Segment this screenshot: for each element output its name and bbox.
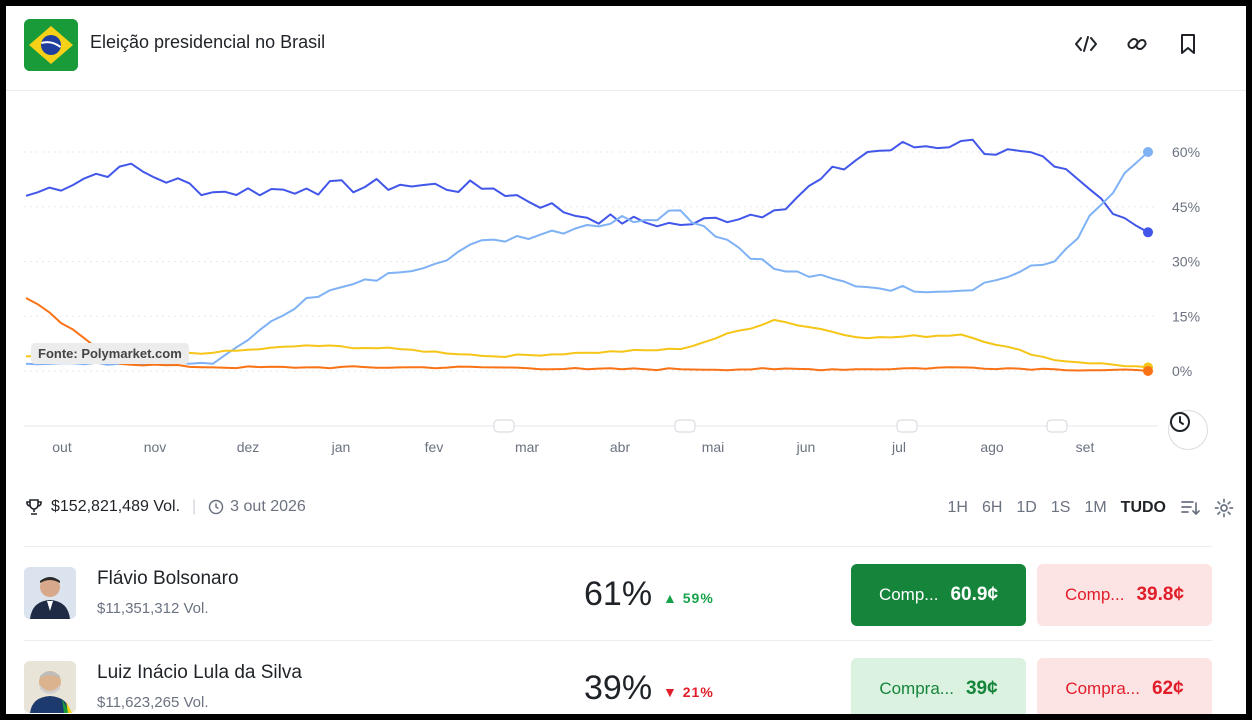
- total-volume: $152,821,489 Vol.: [51, 498, 181, 515]
- event-marker[interactable]: [493, 419, 515, 433]
- buy-no-label: Compra...: [1065, 679, 1140, 698]
- outcome-probability: 61%: [584, 575, 653, 613]
- y-tick-label: 45%: [1172, 199, 1200, 215]
- y-tick-label: 15%: [1172, 308, 1200, 324]
- divider: [24, 640, 1212, 641]
- range-1s[interactable]: 1S: [1050, 499, 1071, 516]
- divider: [24, 546, 1212, 547]
- series-line: [25, 318, 1149, 369]
- y-tick-label: 60%: [1172, 144, 1200, 160]
- range-all[interactable]: TUDO: [1120, 499, 1166, 516]
- candidate-name: Flávio Bolsonaro: [97, 568, 239, 589]
- history-clock-button[interactable]: [1168, 410, 1208, 450]
- market-title: Eleição presidencial no Brasil: [90, 32, 326, 52]
- x-tick-label: nov: [143, 439, 167, 455]
- series-endpoint: [1143, 366, 1153, 376]
- info-separator: |: [192, 498, 197, 515]
- x-tick-label: jun: [796, 439, 816, 455]
- range-1d[interactable]: 1D: [1016, 499, 1037, 516]
- series-line: [25, 297, 1149, 372]
- y-tick-label: 0%: [1172, 363, 1192, 379]
- buy-yes-label: Compra...: [879, 679, 954, 698]
- embed-icon[interactable]: [1072, 30, 1100, 58]
- link-icon[interactable]: [1123, 30, 1151, 58]
- buy-no-button[interactable]: Comp... 39.8¢: [1037, 564, 1212, 626]
- x-tick-label: out: [52, 439, 72, 455]
- probability-change: ▼ 21%: [663, 684, 714, 700]
- end-date: 3 out 2026: [208, 498, 306, 516]
- outcome-probability: 39%: [584, 669, 653, 707]
- buy-no-label: Comp...: [1064, 585, 1125, 604]
- outcome-row[interactable]: Flávio Bolsonaro $11,351,312 Vol. 61% ▲ …: [6, 547, 1246, 641]
- series-line: [25, 138, 1149, 234]
- triangle-up-icon: ▲: [663, 590, 683, 606]
- y-tick-label: 30%: [1172, 254, 1200, 270]
- chart-source-label: Fonte: Polymarket.com: [31, 343, 189, 364]
- market-card: Eleição presidencial no Brasil 60% 45% 30%…: [6, 6, 1246, 714]
- x-tick-label: dez: [236, 439, 260, 455]
- chart-canvas: 60% 45% 30% 15% 0%: [24, 138, 1200, 433]
- price-chart[interactable]: 60% 45% 30% 15% 0% Fonte: Polymarket.com: [6, 90, 1246, 470]
- buy-yes-price: 60.9¢: [950, 584, 999, 605]
- series-endpoint: [1143, 147, 1153, 157]
- settings-gear-icon[interactable]: [1214, 498, 1234, 518]
- x-tick-label: fev: [424, 439, 444, 455]
- range-1m[interactable]: 1M: [1084, 499, 1107, 516]
- x-tick-label: mar: [514, 439, 540, 455]
- range-6h[interactable]: 6H: [981, 499, 1003, 516]
- time-range-selector: 1H 6H 1D 1S 1M TUDO: [948, 498, 1235, 518]
- buy-no-price: 39.8¢: [1136, 584, 1185, 605]
- candidate-avatar: [24, 567, 76, 619]
- bookmark-icon[interactable]: [1174, 30, 1202, 58]
- candidate-name: Luiz Inácio Lula da Silva: [97, 662, 302, 683]
- clock-icon: [208, 499, 224, 515]
- buy-yes-button[interactable]: Compra... 39¢: [851, 658, 1026, 714]
- series-endpoint: [1143, 227, 1153, 238]
- buy-yes-price: 39¢: [965, 678, 998, 699]
- range-1h[interactable]: 1H: [947, 499, 968, 516]
- x-tick-label: jul: [891, 439, 907, 455]
- candidate-avatar: [24, 661, 76, 713]
- probability-change: ▲ 59%: [663, 590, 714, 606]
- market-info-bar: $152,821,489 Vol. | 3 out 2026 1H 6H 1D …: [6, 486, 1246, 530]
- clock-icon: [1170, 412, 1190, 432]
- buy-yes-label: Comp...: [878, 585, 939, 604]
- x-tick-label: jan: [331, 439, 351, 455]
- buy-no-price: 62¢: [1151, 678, 1184, 699]
- trophy-icon: [26, 499, 42, 515]
- change-value: 59%: [682, 590, 714, 606]
- event-marker[interactable]: [896, 419, 918, 433]
- x-tick-label: set: [1075, 439, 1095, 455]
- brazil-flag-icon: [24, 19, 78, 71]
- candidate-volume: $11,351,312 Vol.: [97, 600, 209, 617]
- buy-yes-button[interactable]: Comp... 60.9¢: [851, 564, 1026, 626]
- x-tick-label: abr: [609, 439, 631, 455]
- outcome-row[interactable]: Luiz Inácio Lula da Silva $11,623,265 Vo…: [6, 641, 1246, 714]
- x-tick-label: ago: [980, 439, 1004, 455]
- event-marker[interactable]: [1046, 419, 1068, 433]
- x-tick-label: mai: [701, 439, 725, 455]
- event-marker[interactable]: [674, 419, 696, 433]
- series-line: [25, 151, 1149, 366]
- change-value: 21%: [682, 684, 714, 700]
- buy-no-button[interactable]: Compra... 62¢: [1037, 658, 1212, 714]
- volume-info: $152,821,489 Vol. | 3 out 2026: [25, 498, 306, 516]
- end-date-text: 3 out 2026: [230, 498, 306, 515]
- sort-icon[interactable]: [1180, 499, 1200, 517]
- candidate-volume: $11,623,265 Vol.: [97, 694, 209, 711]
- triangle-down-icon: ▼: [663, 684, 683, 700]
- market-header: Eleição presidencial no Brasil: [6, 6, 1246, 91]
